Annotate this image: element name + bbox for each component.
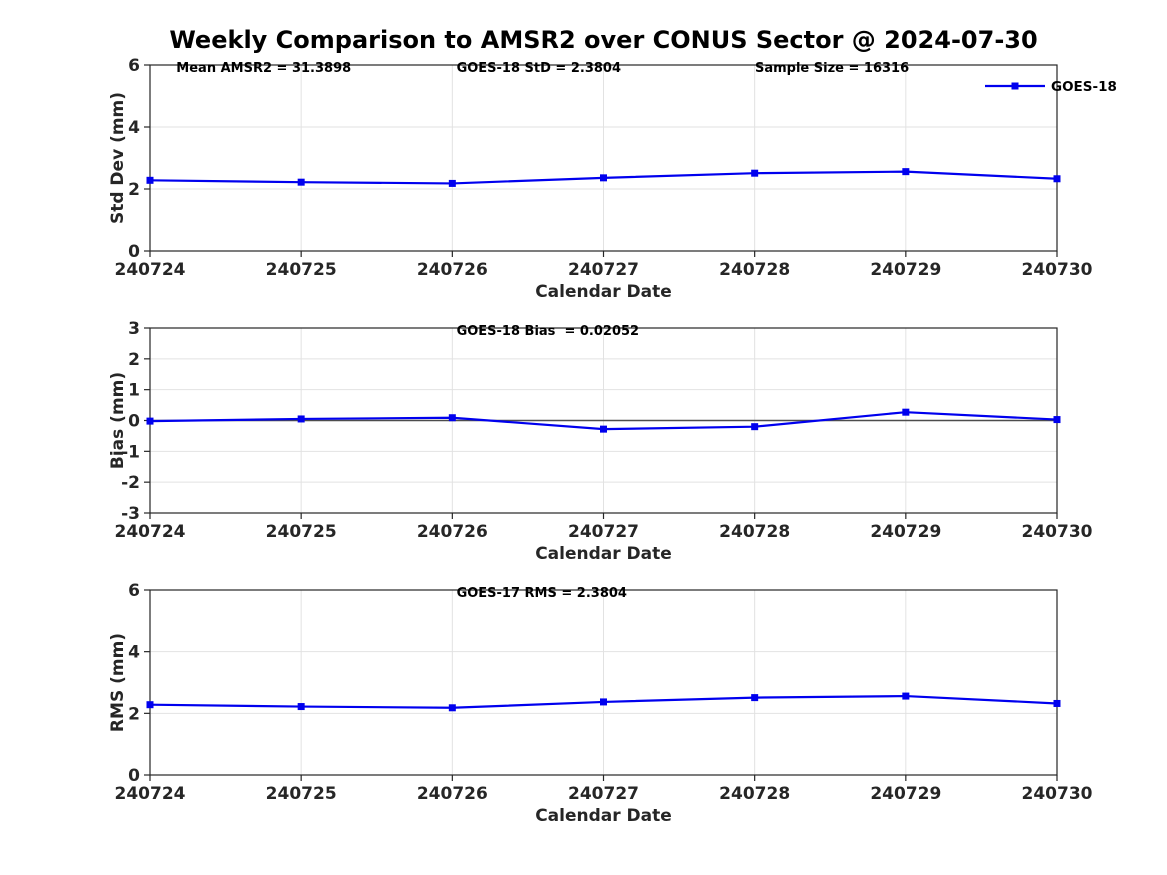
x-tick-label: 240729 — [870, 522, 941, 542]
y-tick-label: 0 — [128, 766, 140, 786]
x-tick-label: 240724 — [115, 522, 186, 542]
x-tick-label: 240724 — [115, 260, 186, 280]
data-point-marker — [600, 698, 607, 706]
data-point-marker — [902, 692, 910, 700]
data-point-marker — [448, 704, 456, 712]
x-tick-label: 240730 — [1022, 260, 1093, 280]
y-tick-label: 4 — [128, 118, 140, 138]
y-tick-label: -2 — [121, 473, 140, 493]
data-point-marker — [751, 169, 759, 177]
annotation-text: Mean AMSR2 = 31.3898 — [176, 61, 351, 76]
x-tick-label: 240725 — [266, 522, 337, 542]
data-point-marker — [146, 176, 154, 184]
x-tick-label: 240725 — [266, 784, 337, 804]
legend-marker — [1011, 82, 1019, 90]
y-axis-label: Std Dev (mm) — [108, 92, 128, 224]
data-point-marker — [1053, 175, 1061, 183]
y-tick-label: 1 — [128, 381, 140, 401]
annotation-text: Sample Size = 16316 — [755, 61, 909, 76]
x-tick-label: 240727 — [568, 522, 639, 542]
legend-label: GOES-18 — [1051, 79, 1117, 95]
data-point-marker — [1053, 699, 1061, 707]
data-point-marker — [751, 694, 759, 702]
x-tick-label: 240726 — [417, 522, 488, 542]
x-tick-label: 240728 — [719, 522, 790, 542]
y-tick-label: 6 — [128, 581, 140, 601]
annotation-text: GOES-17 RMS = 2.3804 — [457, 586, 627, 601]
x-tick-label: 240728 — [719, 260, 790, 280]
chart-bias: 240724 240725 240726 240727 240728 240729 2407… — [108, 319, 1093, 564]
y-tick-label: 2 — [128, 180, 140, 200]
x-axis-label: Calendar Date — [535, 806, 672, 826]
y-tick-label: 4 — [128, 643, 140, 663]
x-tick-label: 240727 — [568, 260, 639, 280]
x-tick-label: 240728 — [719, 784, 790, 804]
data-point-marker — [297, 415, 305, 423]
annotation-text: GOES-18 StD = 2.3804 — [457, 61, 621, 76]
chart-std-dev: 240724 240725 240726 240727 240728 240729 2407… — [108, 56, 1117, 302]
data-point-marker — [600, 425, 607, 433]
data-point-marker — [902, 408, 910, 416]
y-tick-label: -1 — [121, 442, 140, 462]
data-point-marker — [297, 178, 305, 186]
y-tick-label: 3 — [128, 319, 140, 339]
x-tick-label: 240727 — [568, 784, 639, 804]
figure-title: Weekly Comparison to AMSR2 over CONUS Se… — [169, 26, 1038, 54]
data-point-marker — [146, 417, 154, 425]
x-axis-label: Calendar Date — [535, 544, 672, 564]
x-tick-label: 240726 — [417, 784, 488, 804]
y-tick-label: -3 — [121, 504, 140, 524]
y-tick-label: 2 — [128, 704, 140, 724]
data-point-marker — [448, 179, 456, 187]
data-point-marker — [146, 701, 154, 709]
y-tick-label: 6 — [128, 56, 140, 76]
x-tick-label: 240729 — [870, 260, 941, 280]
data-point-marker — [448, 414, 456, 422]
x-axis-label: Calendar Date — [535, 282, 672, 302]
y-axis-label: RMS (mm) — [108, 633, 128, 732]
data-point-marker — [297, 703, 305, 711]
x-tick-label: 240729 — [870, 784, 941, 804]
y-axis-label: Bias (mm) — [108, 372, 128, 469]
y-tick-label: 2 — [128, 350, 140, 370]
x-tick-label: 240724 — [115, 784, 186, 804]
x-tick-label: 240730 — [1022, 784, 1093, 804]
x-tick-label: 240726 — [417, 260, 488, 280]
data-point-marker — [902, 168, 910, 176]
chart-rms: 240724 240725 240726 240727 240728 240729 2407… — [108, 581, 1093, 826]
annotation-text: GOES-18 Bias = 0.02052 — [457, 324, 640, 339]
legend: GOES-18 — [985, 79, 1117, 95]
x-tick-label: 240725 — [266, 260, 337, 280]
data-point-marker — [1053, 416, 1061, 424]
data-point-marker — [751, 423, 759, 431]
data-point-marker — [600, 174, 607, 182]
x-tick-label: 240730 — [1022, 522, 1093, 542]
y-tick-label: 0 — [128, 242, 140, 262]
y-tick-label: 0 — [128, 412, 140, 432]
